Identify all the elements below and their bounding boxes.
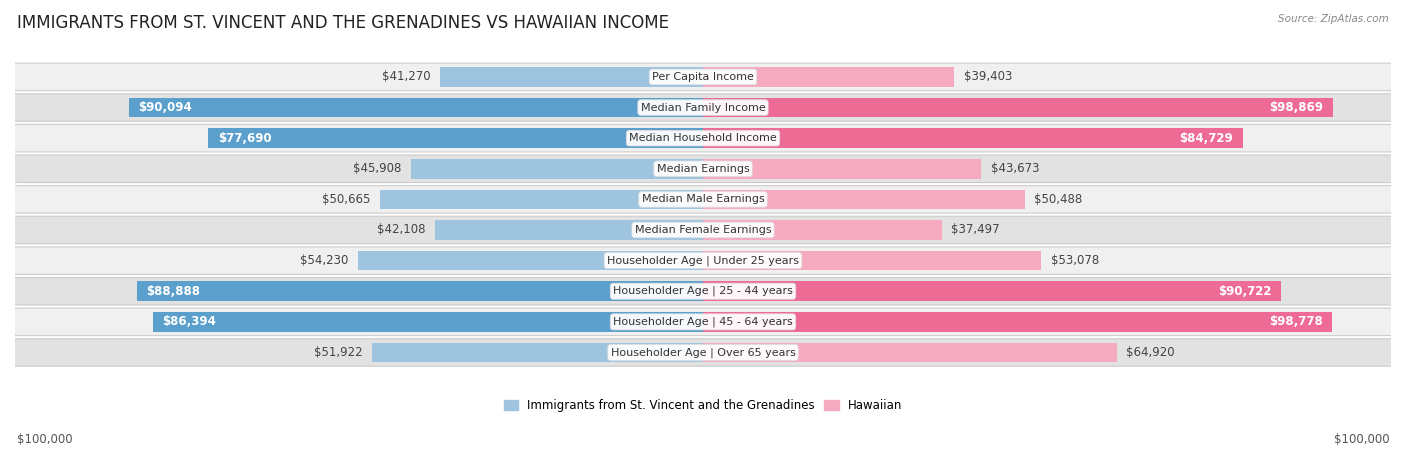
Text: $43,673: $43,673 [991, 162, 1039, 175]
Text: Source: ZipAtlas.com: Source: ZipAtlas.com [1278, 14, 1389, 24]
Text: $50,488: $50,488 [1035, 193, 1083, 206]
Bar [703, 190, 1025, 209]
Text: $100,000: $100,000 [17, 433, 73, 446]
Bar [703, 159, 981, 178]
Text: Householder Age | 45 - 64 years: Householder Age | 45 - 64 years [613, 317, 793, 327]
Bar [129, 98, 703, 117]
FancyBboxPatch shape [0, 339, 1406, 366]
FancyBboxPatch shape [0, 277, 1406, 305]
Text: Median Earnings: Median Earnings [657, 164, 749, 174]
Text: Median Family Income: Median Family Income [641, 103, 765, 113]
Text: $39,403: $39,403 [963, 71, 1012, 84]
Bar [357, 251, 703, 270]
Bar [703, 128, 1243, 148]
Text: Householder Age | Under 25 years: Householder Age | Under 25 years [607, 255, 799, 266]
Bar [434, 220, 703, 240]
Text: $41,270: $41,270 [382, 71, 430, 84]
Text: $50,665: $50,665 [322, 193, 371, 206]
Text: IMMIGRANTS FROM ST. VINCENT AND THE GRENADINES VS HAWAIIAN INCOME: IMMIGRANTS FROM ST. VINCENT AND THE GREN… [17, 14, 669, 32]
Text: $53,078: $53,078 [1050, 254, 1099, 267]
Bar [703, 220, 942, 240]
Bar [703, 312, 1333, 332]
Bar [703, 343, 1116, 362]
Text: $37,497: $37,497 [952, 224, 1000, 236]
Bar [373, 343, 703, 362]
Text: Median Household Income: Median Household Income [628, 133, 778, 143]
Text: $100,000: $100,000 [1333, 433, 1389, 446]
Bar [440, 67, 703, 87]
Bar [703, 98, 1333, 117]
Text: Householder Age | Over 65 years: Householder Age | Over 65 years [610, 347, 796, 358]
Text: $64,920: $64,920 [1126, 346, 1175, 359]
Text: $98,869: $98,869 [1270, 101, 1323, 114]
Text: $42,108: $42,108 [377, 224, 425, 236]
Text: $90,722: $90,722 [1218, 285, 1271, 298]
Text: $84,729: $84,729 [1180, 132, 1233, 145]
Text: Per Capita Income: Per Capita Income [652, 72, 754, 82]
Text: $86,394: $86,394 [162, 315, 217, 328]
Bar [411, 159, 703, 178]
Bar [380, 190, 703, 209]
FancyBboxPatch shape [0, 124, 1406, 152]
Bar [208, 128, 703, 148]
Bar [703, 67, 955, 87]
Text: $90,094: $90,094 [139, 101, 193, 114]
Text: Median Male Earnings: Median Male Earnings [641, 194, 765, 205]
Text: $51,922: $51,922 [314, 346, 363, 359]
Text: Median Female Earnings: Median Female Earnings [634, 225, 772, 235]
FancyBboxPatch shape [0, 185, 1406, 213]
FancyBboxPatch shape [0, 155, 1406, 183]
Legend: Immigrants from St. Vincent and the Grenadines, Hawaiian: Immigrants from St. Vincent and the Gren… [499, 395, 907, 417]
Text: Householder Age | 25 - 44 years: Householder Age | 25 - 44 years [613, 286, 793, 297]
FancyBboxPatch shape [0, 94, 1406, 121]
Bar [703, 282, 1281, 301]
Bar [136, 282, 703, 301]
Text: $98,778: $98,778 [1270, 315, 1323, 328]
FancyBboxPatch shape [0, 63, 1406, 91]
Text: $88,888: $88,888 [146, 285, 200, 298]
FancyBboxPatch shape [0, 216, 1406, 244]
Text: $54,230: $54,230 [299, 254, 347, 267]
Text: $45,908: $45,908 [353, 162, 401, 175]
Text: $77,690: $77,690 [218, 132, 271, 145]
Bar [153, 312, 703, 332]
Bar [703, 251, 1040, 270]
FancyBboxPatch shape [0, 247, 1406, 275]
FancyBboxPatch shape [0, 308, 1406, 336]
